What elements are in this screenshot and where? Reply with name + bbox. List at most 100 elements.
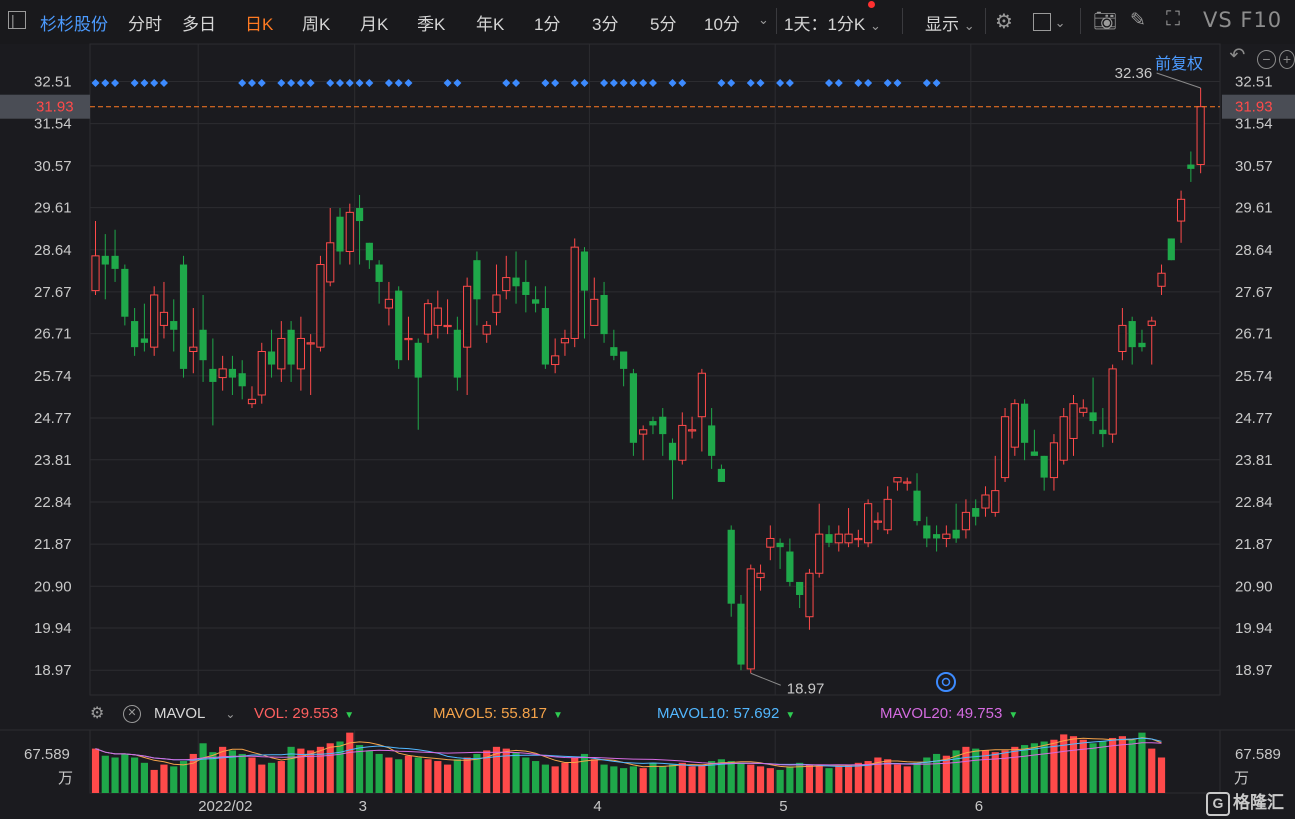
tab-10min[interactable]: 10分: [704, 15, 740, 34]
candle-body: [659, 416, 667, 435]
candle-body: [365, 242, 373, 261]
signal-diamond: [883, 79, 892, 87]
signal-diamond: [893, 79, 902, 87]
candle: [737, 594, 745, 671]
volume-bar: [952, 750, 960, 793]
display-menu[interactable]: 显示 ⌄: [925, 10, 975, 35]
candle: [961, 499, 971, 539]
volume-bar: [267, 762, 276, 793]
tab-multi-day[interactable]: 多日: [182, 15, 216, 34]
candle: [267, 329, 276, 378]
candle: [443, 299, 452, 335]
vs-f10-button[interactable]: VS F10: [1203, 8, 1283, 32]
indicator-select[interactable]: MAVOL ⌄: [154, 705, 235, 722]
candle: [482, 321, 491, 343]
more-tabs-chevron-icon[interactable]: ⌄: [758, 12, 769, 27]
tab-1min[interactable]: 1分: [534, 15, 561, 34]
tab-day-k[interactable]: 日K: [245, 15, 274, 34]
pencil-icon[interactable]: ✎: [1130, 10, 1146, 31]
style-select[interactable]: ⌄: [1033, 11, 1066, 32]
candle: [1108, 364, 1117, 443]
price-annotations: 31.93 31.93 32.36 18.97: [0, 65, 1295, 697]
settings-gear-icon[interactable]: ⚙: [995, 11, 1013, 33]
y-tick-label-right: 20.90: [1235, 578, 1273, 595]
candle: [287, 321, 295, 382]
volume-bar: [1157, 757, 1166, 793]
tab-year-k[interactable]: 年K: [476, 15, 505, 34]
candle: [708, 408, 716, 469]
signal-diamond: [404, 79, 413, 87]
volume-bar: [844, 764, 853, 793]
candle: [864, 499, 873, 548]
tab-quarter-k[interactable]: 季K: [417, 15, 446, 34]
candle-body: [121, 268, 129, 317]
indicator-settings-gear-icon[interactable]: ⚙: [90, 705, 105, 722]
candle-body: [522, 281, 530, 295]
signal-diamond: [619, 79, 628, 87]
adjust-mode-button[interactable]: 前复权: [1155, 56, 1204, 73]
chevron-down-icon: ⌄: [869, 18, 881, 33]
signal-diamond: [502, 79, 511, 87]
volume-bar: [913, 762, 921, 793]
candle-body: [776, 542, 784, 548]
volume-bar: [571, 757, 579, 793]
mavol20-value: 49.753: [956, 705, 1003, 722]
candle-body: [423, 303, 433, 335]
candle-body: [629, 373, 637, 443]
candle-body: [296, 337, 305, 370]
candle: [590, 277, 599, 326]
volume-max-label-right: 67.589: [1235, 746, 1281, 763]
tab-week-k[interactable]: 周K: [302, 15, 331, 34]
signal-diamond: [600, 79, 609, 87]
volume-bar: [1138, 732, 1146, 793]
tab-month-k[interactable]: 月K: [360, 15, 389, 34]
tab-fenshi[interactable]: 分时: [128, 15, 162, 34]
signal-diamond: [384, 79, 393, 87]
candle-body: [844, 533, 853, 544]
signal-diamond: [541, 79, 550, 87]
volume-bar: [91, 748, 100, 793]
y-tick-label-right: 25.74: [1235, 368, 1273, 385]
candle: [1089, 377, 1097, 435]
signal-diamond: [111, 79, 120, 87]
signal-diamond: [864, 79, 873, 87]
down-triangle-icon: ▼: [1008, 710, 1019, 721]
signal-diamond: [326, 79, 335, 87]
candle: [952, 503, 960, 543]
candle: [687, 416, 697, 439]
vol-readout: VOL: 29.553 ▼: [254, 705, 354, 722]
volume-bar: [522, 757, 530, 793]
candle-body: [1128, 321, 1136, 348]
volume-bar: [972, 748, 980, 793]
candle-body: [834, 533, 843, 544]
tab-5min[interactable]: 5分: [650, 15, 677, 34]
fullscreen-icon[interactable]: ⛶: [1166, 8, 1180, 30]
signal-diamond: [551, 79, 560, 87]
sidebar-toggle-icon[interactable]: |: [8, 11, 26, 29]
volume-bar: [541, 764, 549, 793]
candle: [345, 203, 354, 265]
candle-body: [923, 525, 931, 539]
candle-body: [1010, 403, 1019, 448]
period-select[interactable]: 1天：1分K ⌄: [784, 10, 881, 35]
toolbar-divider: [902, 8, 903, 34]
candle-body: [199, 329, 207, 361]
zoom-out-icon[interactable]: −: [1257, 50, 1276, 69]
close-indicator-icon[interactable]: ✕: [123, 705, 141, 723]
signal-diamond: [834, 79, 843, 87]
candle-body: [864, 503, 873, 544]
tab-3min[interactable]: 3分: [592, 15, 619, 34]
candle: [1040, 455, 1048, 491]
display-menu-label: 显示: [925, 15, 959, 34]
camera-icon[interactable]: 📷︎: [1093, 11, 1118, 32]
volume-bar: [170, 766, 178, 793]
undo-icon[interactable]: ↶: [1229, 45, 1246, 66]
candle-body: [1099, 429, 1107, 435]
candle-body: [883, 498, 892, 531]
candle-body: [541, 308, 549, 365]
volume-bar: [854, 762, 862, 793]
stock-name[interactable]: 杉杉股份: [40, 15, 108, 34]
volume-bar: [1040, 741, 1048, 793]
candle-body: [326, 242, 335, 283]
